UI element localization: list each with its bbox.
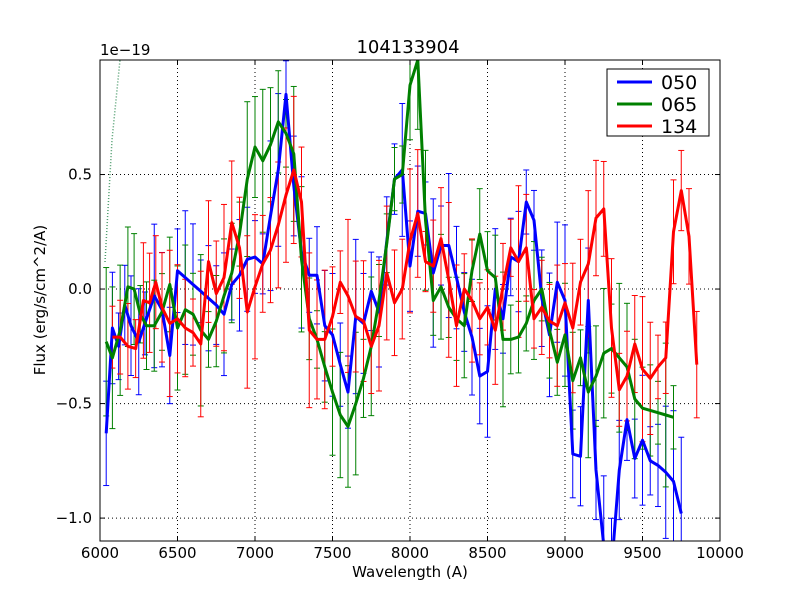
y-multiplier-label: 1e−19 <box>100 41 150 59</box>
y-axis-label: Flux (erg/s/cm^2/A) <box>31 225 49 376</box>
y-tick-label: −1.0 <box>56 509 92 527</box>
axes <box>99 59 721 542</box>
x-tick-label: 6000 <box>81 544 119 562</box>
chart-title: 104133904 <box>356 37 459 58</box>
series-line-065 <box>104 60 674 428</box>
legend-label-065: 065 <box>661 94 697 116</box>
x-axis-label: Wavelength (A) <box>352 563 468 581</box>
x-tick-label: 9000 <box>546 544 584 562</box>
tick-labels: 6000 6500 7000 7500 8000 8500 9000 9500 10000 −1.… <box>56 166 744 562</box>
series-line-134 <box>112 168 699 392</box>
legend-label-134: 134 <box>661 116 697 138</box>
y-tick-label: 0.0 <box>68 280 92 298</box>
x-tick-label: 9500 <box>623 544 661 562</box>
x-tick-label: 8500 <box>468 544 506 562</box>
x-tick-label: 8000 <box>391 544 429 562</box>
plot-frame <box>99 59 721 542</box>
series-lines <box>104 60 699 541</box>
legend-label-050: 050 <box>661 72 697 94</box>
y-tick-label: 0.5 <box>68 166 92 184</box>
x-tick-label: 7500 <box>313 544 351 562</box>
x-tick-label: 7000 <box>236 544 274 562</box>
x-tick-label: 6500 <box>158 544 196 562</box>
x-tick-label: 10000 <box>696 544 744 562</box>
legend: 050 065 134 <box>606 68 710 138</box>
y-tick-label: −0.5 <box>56 395 92 413</box>
